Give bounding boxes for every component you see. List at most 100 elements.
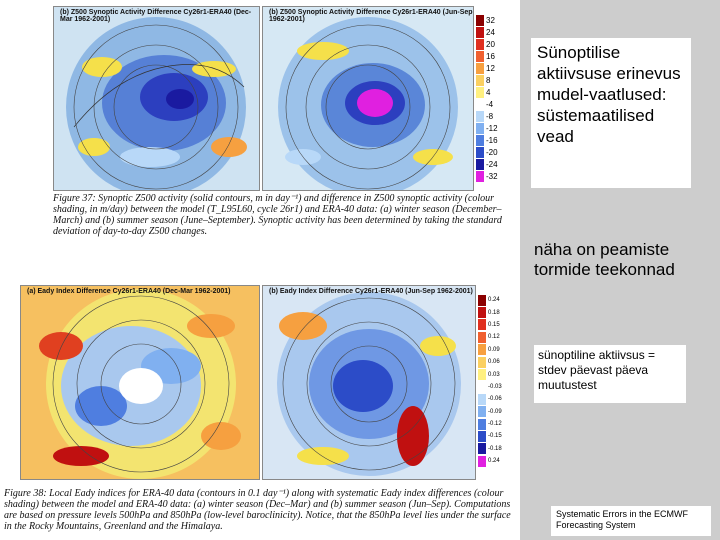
legend-z500-swatch (476, 134, 484, 146)
legend-z500-entry: 12 (476, 62, 498, 74)
legend-z500-entry: 20 (476, 38, 498, 50)
map-z500-summer-graphic (263, 7, 473, 190)
legend-eady-swatch (478, 443, 486, 455)
legend-eady-label: -0.15 (488, 433, 502, 440)
legend-z500-label: 8 (486, 75, 491, 85)
legend-z500-swatch (476, 38, 484, 50)
legend-eady-swatch (478, 331, 486, 343)
legend-eady-entry: 0.09 (478, 344, 500, 356)
legend-eady-entry: 0.03 (478, 368, 500, 381)
caption-figure-38: Figure 38: Local Eady indices for ERA-40… (4, 488, 511, 532)
slide-footer: Systematic Errors in the ECMWF Forecasti… (551, 506, 711, 536)
map-eady-summer-title: (b) Eady Index Difference Cy26r1-ERA40 (… (269, 288, 473, 295)
legend-z500-label: -32 (486, 171, 498, 181)
map-z500-summer: (b) Z500 Synoptic Activity Difference Cy… (262, 6, 474, 191)
legend-z500-label: -8 (486, 111, 494, 121)
map-z500-winter-title: (b) Z500 Synoptic Activity Difference Cy… (60, 9, 252, 23)
legend-eady-swatch (478, 406, 486, 418)
legend-eady-swatch (478, 381, 486, 393)
legend-z500-entry: -20 (476, 146, 498, 158)
legend-z500-swatch (476, 170, 484, 182)
legend-z500-entry: 4 (476, 86, 498, 98)
legend-eady-label: 0.09 (488, 346, 500, 353)
legend-eady-label: -0.12 (488, 421, 502, 428)
legend-eady-swatch (478, 356, 486, 368)
legend-eady-label: 0.03 (488, 371, 500, 378)
legend-eady-entry: 0.12 (478, 331, 500, 343)
legend-eady-label: 0.15 (488, 321, 500, 328)
legend-z500: 32 24 20 16 12 8 4 -4 -8 -12 -16 -20 -24 -32 (476, 14, 498, 182)
legend-z500-entry: -12 (476, 122, 498, 134)
legend-eady-entry: 0.24 (478, 294, 500, 306)
legend-z500-swatch (476, 62, 484, 74)
legend-eady-entry: -0.03 (478, 381, 502, 393)
legend-eady-entry: -0.09 (478, 406, 502, 418)
legend-eady-entry: -0.06 (478, 393, 502, 405)
legend-z500-swatch (476, 146, 484, 158)
map-eady-summer-graphic (263, 286, 475, 479)
slide-title: Sünoptilise aktiivsuse erinevus mudel-va… (531, 38, 691, 188)
legend-z500-entry: -4 (476, 98, 498, 110)
legend-z500-swatch (476, 14, 484, 26)
legend-eady-swatch (478, 455, 486, 467)
note-synoptic-definition: sünoptiline aktiivsus = stdev päevast pä… (534, 345, 686, 403)
legend-eady-entry: 0.18 (478, 306, 500, 319)
map-eady-winter-graphic (21, 286, 259, 479)
legend-z500-label: -20 (486, 147, 498, 157)
legend-z500-swatch (476, 74, 484, 86)
legend-z500-label: -16 (486, 135, 498, 145)
legend-eady-swatch (478, 307, 486, 319)
legend-z500-entry: 8 (476, 74, 498, 86)
map-z500-winter: (b) Z500 Synoptic Activity Difference Cy… (53, 6, 260, 191)
legend-eady-swatch (478, 369, 486, 381)
legend-z500-entry: 32 (476, 14, 498, 26)
legend-z500-entry: -8 (476, 110, 498, 122)
note-storm-tracks: näha on peamiste tormide teekonnad (534, 240, 675, 279)
legend-eady-label: 0.06 (488, 359, 500, 366)
legend-eady-entry: 0.15 (478, 319, 500, 331)
legend-z500-label: 20 (486, 39, 495, 49)
legend-z500-swatch (476, 50, 484, 62)
legend-z500-label: 32 (486, 15, 495, 25)
legend-eady-swatch (478, 344, 486, 356)
legend-eady-label: -0.06 (488, 396, 502, 403)
legend-eady-label: 0.24 (488, 458, 500, 465)
legend-z500-swatch (476, 26, 484, 38)
legend-eady-entry: 0.06 (478, 356, 500, 368)
caption-figure-37: Figure 37: Synoptic Z500 activity (solid… (53, 193, 502, 237)
legend-z500-entry: 16 (476, 50, 498, 62)
legend-eady-entry: -0.15 (478, 430, 502, 442)
legend-z500-label: -24 (486, 159, 498, 169)
map-eady-winter: (a) Eady Index Difference Cy26r1-ERA40 (… (20, 285, 260, 480)
legend-eady-entry: 0.24 (478, 455, 500, 467)
map-eady-winter-title: (a) Eady Index Difference Cy26r1-ERA40 (… (27, 288, 231, 295)
legend-eady-entry: -0.18 (478, 443, 502, 455)
legend-eady-label: -0.18 (488, 445, 502, 452)
legend-z500-entry: -24 (476, 158, 498, 170)
legend-z500-label: 16 (486, 51, 495, 61)
legend-z500-label: -12 (486, 123, 498, 133)
legend-z500-swatch (476, 122, 484, 134)
legend-z500-swatch (476, 158, 484, 170)
map-z500-summer-title: (b) Z500 Synoptic Activity Difference Cy… (269, 9, 473, 23)
legend-z500-label: 4 (486, 87, 491, 97)
legend-z500-swatch (476, 110, 484, 122)
legend-eady-label: -0.09 (488, 408, 502, 415)
map-z500-winter-graphic (54, 7, 259, 190)
legend-eady-swatch (478, 393, 486, 405)
legend-z500-label: -4 (486, 99, 494, 109)
legend-eady-swatch (478, 294, 486, 306)
legend-z500-label: 12 (486, 63, 495, 73)
legend-eady-swatch (478, 430, 486, 442)
legend-z500-label: 24 (486, 27, 495, 37)
legend-eady-swatch (478, 319, 486, 331)
legend-eady-label: 0.18 (488, 309, 500, 316)
legend-eady-label: -0.03 (488, 383, 502, 390)
legend-eady-swatch (478, 418, 486, 430)
legend-eady-label: 0.24 (488, 297, 500, 304)
legend-z500-swatch (476, 98, 484, 110)
legend-eady-label: 0.12 (488, 334, 500, 341)
legend-eady: 0.24 0.18 0.15 0.12 0.09 0.06 0.03 -0.03 -0.06 -0… (478, 294, 502, 467)
legend-z500-entry: -32 (476, 170, 498, 182)
legend-z500-swatch (476, 86, 484, 98)
